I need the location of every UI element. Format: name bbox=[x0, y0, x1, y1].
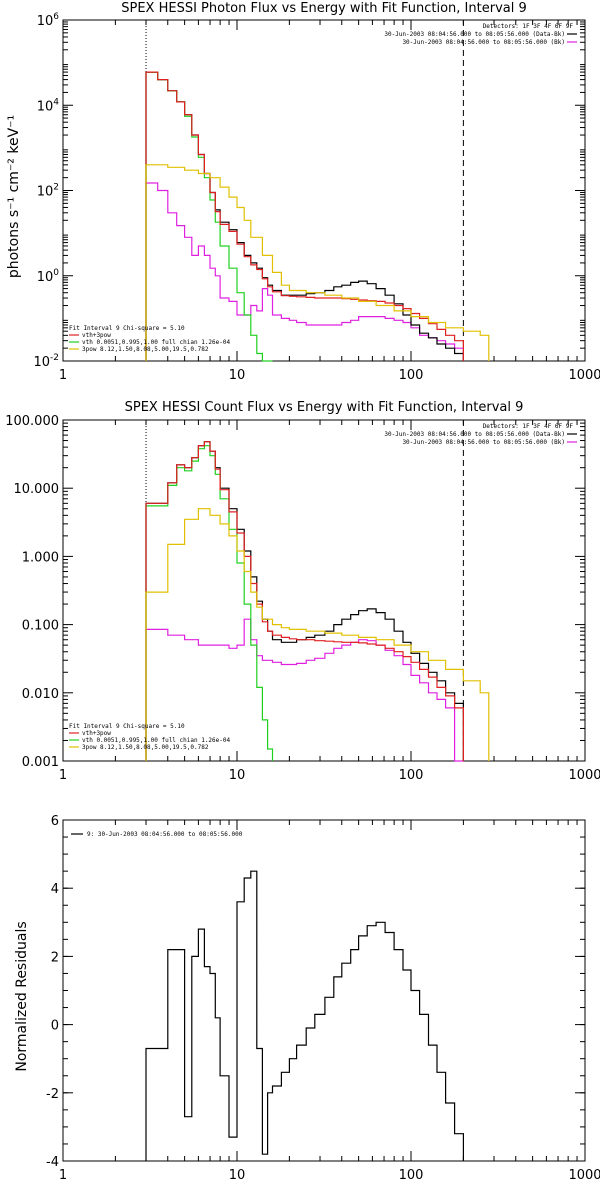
y-tick-label: 10-2 bbox=[33, 353, 59, 370]
header-legend-text: 30-Jun-2003 08:04:56.000 to 08:05:56.000… bbox=[402, 39, 565, 46]
fit-legend-item: vth+3pow bbox=[82, 332, 111, 339]
y-tick-exponent: 6 bbox=[53, 12, 59, 22]
detectors-label: Detectors: 1F 3F 4F 6F 9F bbox=[483, 423, 574, 430]
fit-legend-title: Fit Interval 9 Chi-square = 5.10 bbox=[69, 723, 185, 730]
x-tick-label: 100 bbox=[399, 768, 424, 783]
series-line-5 bbox=[145, 164, 490, 361]
x-tick-label: 1000 bbox=[568, 368, 600, 383]
x-tick-label: 10 bbox=[229, 1168, 246, 1183]
chart-title: SPEX HESSI Count Flux vs Energy with Fit… bbox=[125, 400, 524, 415]
series-line-4 bbox=[145, 71, 464, 361]
header-legend-text: 30-Jun-2003 08:04:56.000 to 08:05:56.000… bbox=[402, 439, 565, 446]
y-tick-label: -2 bbox=[46, 1087, 59, 1102]
x-tick-label: 100 bbox=[399, 368, 424, 383]
y-tick-exponent: 2 bbox=[53, 183, 59, 193]
chart-2: SPEX HESSI Count Flux vs Energy with Fit… bbox=[5, 400, 600, 783]
y-tick-label: 106 bbox=[37, 12, 60, 29]
y-tick-label: 0.001 bbox=[22, 755, 59, 770]
y-tick-label: 0.010 bbox=[22, 687, 59, 702]
header-legend-text: 30-Jun-2003 08:04:56.000 to 08:05:56.000… bbox=[384, 31, 565, 38]
header-legend-text: 30-Jun-2003 08:04:56.000 to 08:05:56.000… bbox=[384, 431, 565, 438]
y-tick-label: 0 bbox=[51, 1019, 59, 1034]
y-tick-label: 100.000 bbox=[5, 414, 59, 429]
fit-legend-item: vth 0.0051,0.995,1.00 full chian 1.26e-0… bbox=[82, 339, 230, 346]
y-axis-label: Normalized Residuals bbox=[14, 921, 30, 1071]
y-tick-label: -4 bbox=[46, 1155, 59, 1170]
fit-legend-title: Fit Interval 9 Chi-square = 5.10 bbox=[69, 325, 185, 332]
chart-1: SPEX HESSI Photon Flux vs Energy with Fi… bbox=[6, 1, 600, 383]
y-tick-label: 0.100 bbox=[22, 619, 59, 634]
x-tick-label: 1 bbox=[59, 368, 67, 383]
x-tick-label: 10 bbox=[229, 368, 246, 383]
y-tick-label: 104 bbox=[37, 97, 60, 114]
series-line-3 bbox=[145, 445, 274, 761]
y-tick-label: 100 bbox=[37, 268, 60, 285]
x-tick-label: 100 bbox=[399, 1168, 424, 1183]
fit-legend-item: vth 0.0051,0.995,1.00 full chian 1.26e-0… bbox=[82, 737, 230, 744]
chart-3: Normalized Residuals 1 10 100 1000 -4 -2 0 2 4 6 9:… bbox=[14, 814, 600, 1183]
fit-legend-item: vth+3pow bbox=[82, 730, 111, 737]
y-axis-label: photons s⁻¹ cm⁻² keV⁻¹ bbox=[6, 115, 22, 278]
chart-title: SPEX HESSI Photon Flux vs Energy with Fi… bbox=[121, 1, 527, 16]
x-tick-label: 1 bbox=[59, 1168, 67, 1183]
y-tick-exponent: -2 bbox=[50, 353, 59, 363]
series-line-2 bbox=[145, 441, 464, 761]
y-tick-label: 1.000 bbox=[22, 550, 59, 565]
x-tick-label: 1000 bbox=[568, 1168, 600, 1183]
y-tick-exponent: 4 bbox=[53, 97, 59, 107]
plot-frame bbox=[62, 19, 586, 362]
y-tick-label: 102 bbox=[37, 183, 59, 200]
fit-legend-item: 3pow 8.12,1.50,8.08,5.00,19.5,0.782 bbox=[82, 346, 209, 353]
detectors-label: Detectors: 1F 3F 4F 6F 9F bbox=[483, 23, 574, 30]
series-line-5 bbox=[145, 508, 490, 761]
plot-frame bbox=[62, 819, 586, 1162]
series-line-1 bbox=[145, 870, 464, 1161]
series-line-3 bbox=[145, 71, 273, 362]
residual-legend-text: 9: 30-Jun-2003 08:04:56.000 to 08:05:56.… bbox=[87, 831, 243, 838]
x-tick-label: 10 bbox=[229, 768, 246, 783]
series-line-1 bbox=[145, 182, 464, 361]
y-tick-exponent: 0 bbox=[53, 268, 59, 278]
y-tick-label: 2 bbox=[51, 950, 59, 965]
x-tick-label: 1000 bbox=[568, 768, 600, 783]
x-tick-label: 1 bbox=[59, 768, 67, 783]
series-line-2 bbox=[145, 71, 464, 361]
plot-frame bbox=[62, 419, 586, 762]
y-tick-label: 10.000 bbox=[14, 482, 60, 497]
y-tick-label: 6 bbox=[51, 814, 59, 829]
series-line-1 bbox=[145, 618, 464, 762]
y-tick-label: 4 bbox=[51, 882, 59, 897]
fit-legend-item: 3pow 8.12,1.50,8.08,5.00,19.5,0.782 bbox=[82, 744, 209, 751]
series-line-4 bbox=[145, 441, 464, 761]
